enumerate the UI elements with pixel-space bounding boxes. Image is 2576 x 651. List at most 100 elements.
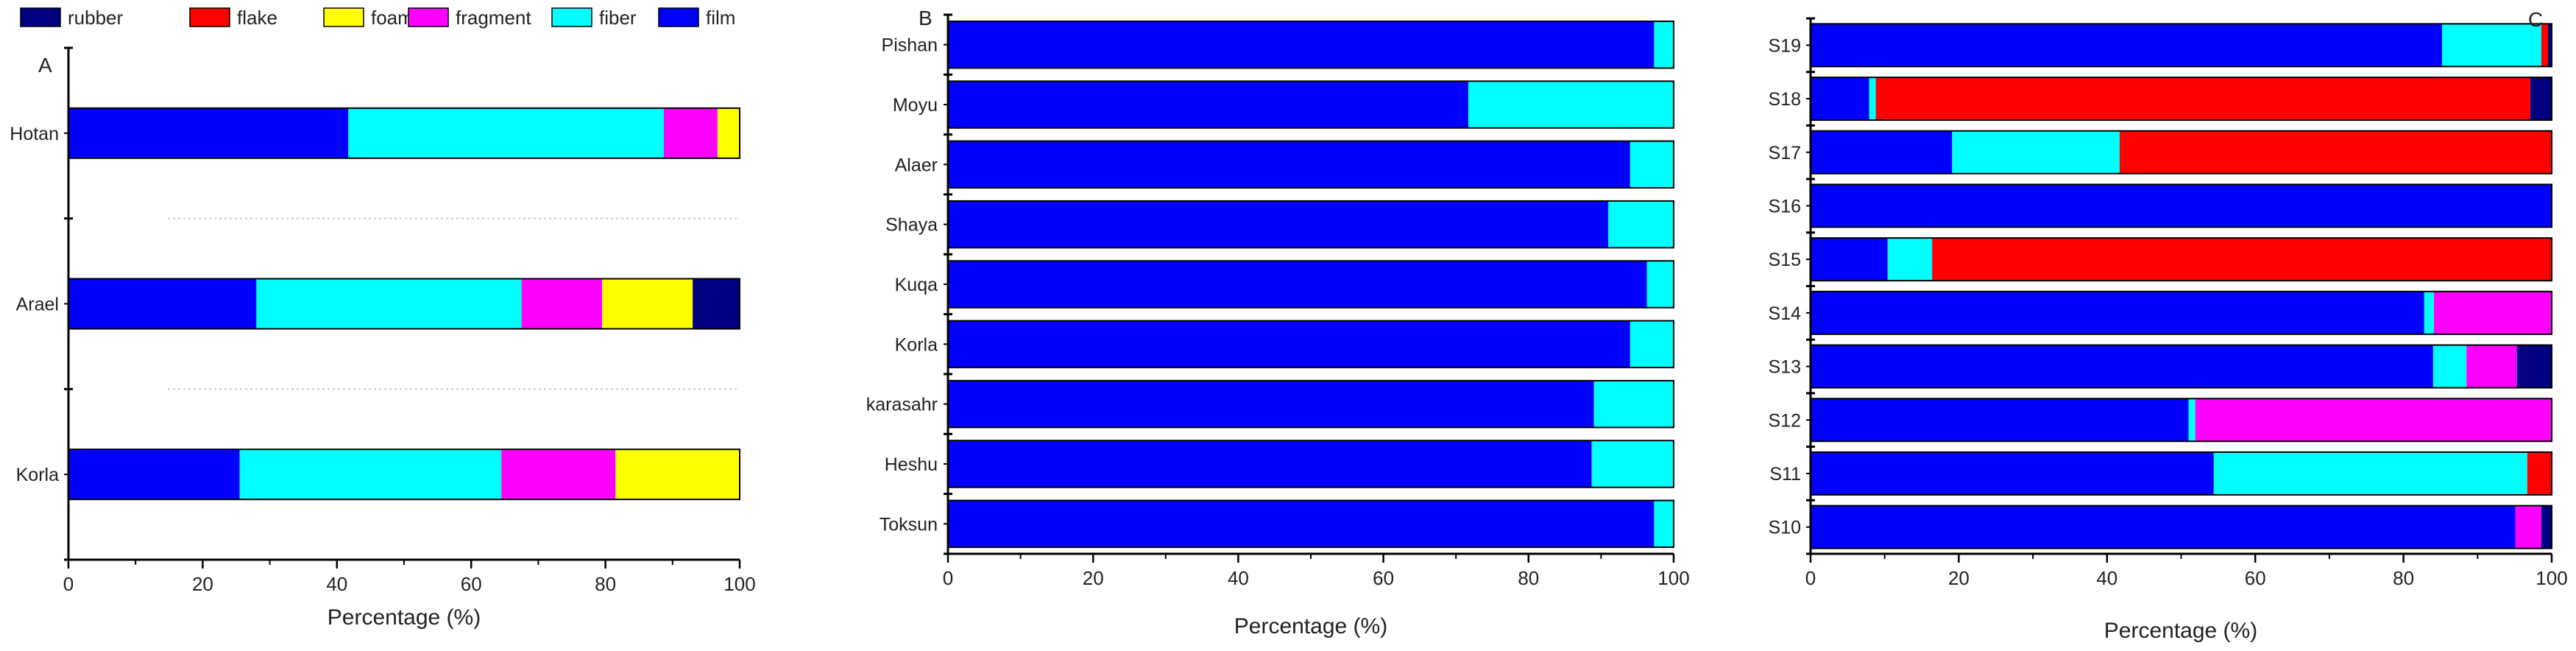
category-label-Korla: Korla xyxy=(895,334,938,355)
bar-segment-Korla-fragment xyxy=(501,449,616,500)
x-tick-label: 60 xyxy=(461,573,482,595)
bar-segment-S19-rubber xyxy=(2547,24,2552,67)
x-tick-label: 20 xyxy=(192,573,213,595)
x-tick-label: 80 xyxy=(595,573,616,595)
bar-Toksun xyxy=(947,499,1674,549)
category-label-S13: S13 xyxy=(1769,357,1801,378)
bar-Korla xyxy=(947,320,1674,369)
bar-S11 xyxy=(1810,451,2552,496)
bar-segment-Hotan-film xyxy=(68,108,349,158)
x-tick-label: 100 xyxy=(723,573,755,595)
bar-Korla xyxy=(68,448,740,501)
bar-segment-Pishan-fiber xyxy=(1654,21,1674,68)
category-label-S18: S18 xyxy=(1769,89,1801,110)
bar-S18 xyxy=(1810,77,2552,122)
bar-Pishan xyxy=(947,20,1674,69)
bar-S16 xyxy=(1810,183,2552,228)
bar-segment-Korla-film xyxy=(948,320,1630,368)
x-tick-label: 40 xyxy=(1228,567,1249,589)
bar-segment-S10-film xyxy=(1811,505,2516,549)
legend-swatch-film xyxy=(658,7,699,27)
bar-karasahr xyxy=(947,379,1674,429)
category-label-Heshu: Heshu xyxy=(885,454,938,475)
panel-a: Hotan Arael Korla 0 20 40 60 80 100 Percentage (%… xyxy=(10,46,756,630)
bar-Kuqa xyxy=(947,260,1674,309)
category-label-Kuqa: Kuqa xyxy=(895,275,938,295)
bar-S10 xyxy=(1810,504,2552,549)
bar-segment-S12-film xyxy=(1811,398,2189,442)
bar-segment-S18-film xyxy=(1811,77,1869,121)
bar-segment-S11-flake xyxy=(2527,451,2552,495)
legend-label-fiber: fiber xyxy=(599,7,637,29)
panel-c: S19 S18 S17 S16 S15 S14 S13 S12 S11 S10 0 20 40 60 80 1… xyxy=(1769,8,2568,643)
legend-label-fragment: fragment xyxy=(456,7,531,29)
x-axis-title: Percentage (%) xyxy=(1234,614,1387,638)
legend-swatch-rubber xyxy=(20,7,61,27)
bar-segment-Alaer-film xyxy=(948,141,1630,189)
x-tick-label: 60 xyxy=(2245,567,2266,589)
bar-segment-Korla-film xyxy=(68,449,240,500)
bar-segment-S15-flake xyxy=(1932,238,2552,281)
x-tick-label: 40 xyxy=(326,573,347,595)
bar-segment-Korla-fiber xyxy=(1630,320,1674,368)
bar-segment-Heshu-film xyxy=(948,440,1592,488)
category-label-S11: S11 xyxy=(1769,464,1801,485)
bar-Arael xyxy=(68,278,740,330)
x-tick-label: 60 xyxy=(1373,567,1394,589)
x-tick-label: 100 xyxy=(1657,567,1689,589)
bar-segment-Arael-foam xyxy=(602,278,693,329)
bar-segment-S19-fiber xyxy=(2441,24,2541,67)
category-label-Alaer: Alaer xyxy=(895,155,938,175)
legend-label-foam: foam xyxy=(371,7,414,29)
bar-segment-Pishan-film xyxy=(948,21,1655,68)
bar-segment-Korla-foam xyxy=(615,449,740,500)
bar-segment-Kuqa-fiber xyxy=(1646,261,1674,308)
bar-S14 xyxy=(1810,290,2552,335)
legend-label-flake: flake xyxy=(237,7,277,29)
category-label-S12: S12 xyxy=(1769,410,1801,431)
bar-segment-S16-film xyxy=(1811,184,2552,228)
x-tick-label: 100 xyxy=(2536,567,2567,589)
bar-segment-karasahr-film xyxy=(948,380,1594,428)
bar-Shaya xyxy=(947,200,1674,249)
legend-label-rubber: rubber xyxy=(68,7,123,29)
bar-segment-Kuqa-film xyxy=(948,261,1647,308)
x-tick-label: 20 xyxy=(1948,567,1970,589)
bar-segment-Alaer-fiber xyxy=(1630,141,1674,189)
legend-swatch-fiber xyxy=(551,7,592,27)
bar-segment-S18-flake xyxy=(1875,77,2530,121)
bar-Hotan xyxy=(68,107,740,159)
panel-label-a: A xyxy=(38,54,52,77)
bar-segment-S11-film xyxy=(1811,451,2214,495)
category-label-Pishan: Pishan xyxy=(882,35,938,56)
bar-Heshu xyxy=(947,440,1674,488)
x-tick-label: 0 xyxy=(1805,567,1816,589)
legend-swatch-flake xyxy=(189,7,230,27)
bar-segment-S17-flake xyxy=(2119,130,2552,174)
x-tick-label: 40 xyxy=(2096,567,2117,589)
bar-segment-S11-fiber xyxy=(2213,451,2527,495)
x-tick-label: 20 xyxy=(1083,567,1104,589)
category-label-Moyu: Moyu xyxy=(893,95,938,116)
bar-segment-S19-film xyxy=(1811,24,2442,67)
bar-Moyu xyxy=(947,80,1674,129)
bar-segment-S18-fiber xyxy=(1869,77,1876,121)
legend-item-foam: foam xyxy=(323,7,414,29)
panel-label-c: C xyxy=(2528,8,2543,31)
x-tick-label: 80 xyxy=(1518,567,1539,589)
bar-segment-S13-fiber xyxy=(2432,345,2467,388)
category-label-Arael: Arael xyxy=(16,295,59,315)
bar-segment-Shaya-film xyxy=(948,200,1609,248)
x-axis-title: Percentage (%) xyxy=(328,605,481,630)
legend-swatch-foam xyxy=(323,7,364,27)
bar-segment-Toksun-fiber xyxy=(1654,500,1674,548)
bar-segment-S14-film xyxy=(1811,291,2424,334)
bar-segment-Hotan-fragment xyxy=(663,108,718,158)
panel-b: Pishan Moyu Alaer Shaya Kuqa Korla karasahr Hes… xyxy=(866,7,1690,638)
x-tick-label: 0 xyxy=(943,567,953,589)
bar-segment-Moyu-film xyxy=(948,81,1468,128)
bar-segment-S17-fiber xyxy=(1952,130,2120,174)
bar-segment-Hotan-fiber xyxy=(348,108,664,158)
bar-segment-karasahr-fiber xyxy=(1593,380,1674,428)
bar-segment-Heshu-fiber xyxy=(1591,440,1674,488)
